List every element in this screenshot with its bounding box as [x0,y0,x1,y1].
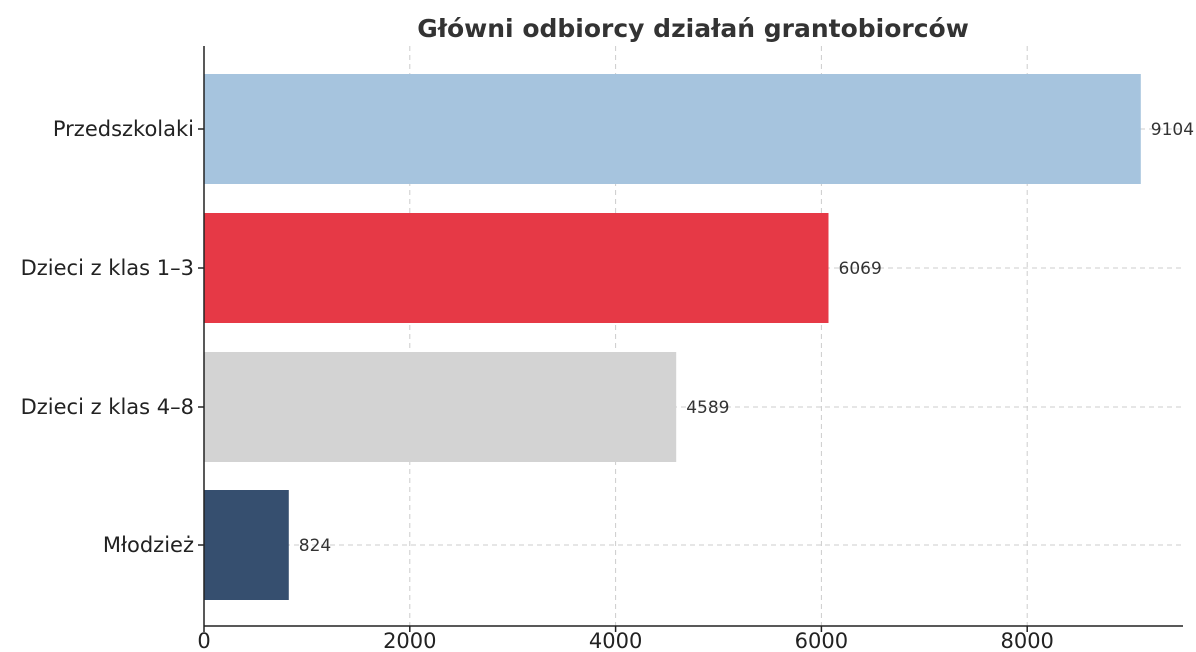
value-label: 9104 [1151,120,1194,140]
category-label: Przedszkolaki [53,117,194,141]
x-tick-label: 8000 [1000,629,1053,652]
chart-title: Główni odbiorcy działań grantobiorców [417,14,969,43]
bar [204,74,1141,184]
bars [204,74,1141,600]
x-tick-label: 6000 [795,629,848,652]
bar [204,490,289,600]
value-label: 824 [299,536,331,556]
x-tick-label: 2000 [383,629,436,652]
bar [204,352,677,462]
value-label: 6069 [839,259,882,279]
category-label: Dzieci z klas 1–3 [21,256,194,280]
labels: 0 2000 4000 6000 8000 Przedszkolaki 9104 Dzieci… [21,117,1194,652]
value-label: 4589 [686,398,729,418]
bar [204,213,829,323]
x-tick-label: 0 [197,629,210,652]
x-tick-label: 4000 [589,629,642,652]
category-label: Młodzież [103,533,194,557]
category-label: Dzieci z klas 4–8 [21,395,194,419]
